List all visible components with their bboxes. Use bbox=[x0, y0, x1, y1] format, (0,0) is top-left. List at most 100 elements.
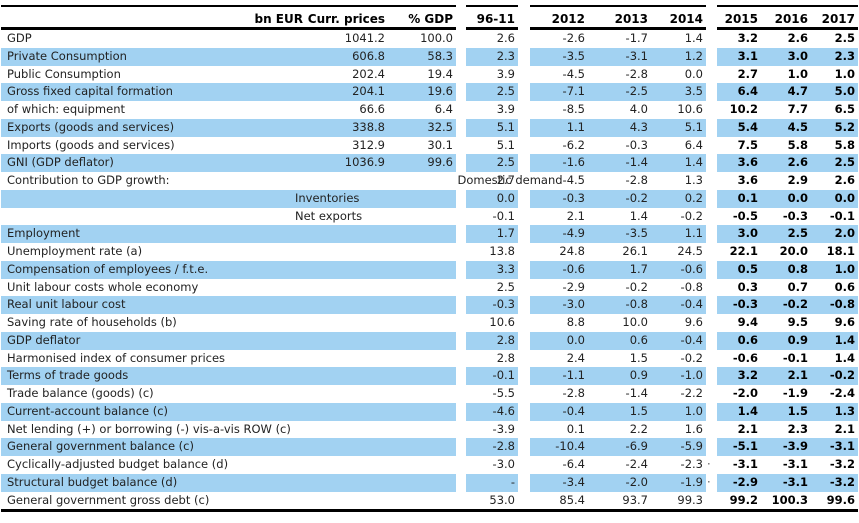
value-cell: -6.2 bbox=[562, 137, 585, 152]
value-cell: 1036.9 bbox=[307, 154, 388, 172]
value-cell: 5.1 bbox=[496, 137, 515, 152]
value-cell: -3.2 bbox=[811, 473, 858, 492]
row-label: GNI (GDP deflator) bbox=[1, 154, 307, 172]
value-cell: -3.0 bbox=[530, 296, 588, 314]
table-row: Private Consumption 606.8 58.3 2.3 -3.5 -3.1 1… bbox=[1, 47, 858, 66]
row-label: Inventories bbox=[1, 189, 359, 208]
column-gap bbox=[456, 154, 466, 172]
value-cell: -3.2 bbox=[829, 457, 855, 471]
value-cell bbox=[307, 492, 388, 510]
value-cell: 2.6 bbox=[787, 31, 808, 45]
value-cell bbox=[307, 456, 388, 474]
value-cell bbox=[388, 225, 456, 243]
header-year-2016: 2016 bbox=[761, 5, 811, 30]
row-label: of which: equipment bbox=[7, 102, 126, 116]
value-cell: -1.6 bbox=[530, 154, 588, 172]
value-cell: 2.1 bbox=[761, 367, 811, 385]
value-cell: 100.3 bbox=[771, 492, 808, 507]
value-cell: 53.0 bbox=[489, 492, 515, 507]
column-gap bbox=[456, 279, 466, 297]
value-cell: -0.8 bbox=[811, 296, 858, 314]
row-label: Compensation of employees / f.t.e. bbox=[1, 260, 307, 279]
value-cell bbox=[388, 473, 456, 492]
row-label: Harmonised index of consumer prices bbox=[7, 350, 226, 365]
table-row: Real unit labour cost -0.3 -3.0 -0.8 -0.4 -0.… bbox=[1, 296, 858, 314]
value-cell bbox=[307, 243, 388, 261]
value-cell: 99.2 bbox=[729, 492, 758, 507]
value-cell: 2.3 bbox=[811, 47, 858, 66]
value-cell: 1.0 bbox=[787, 66, 808, 81]
value-cell: 1.0 bbox=[811, 260, 858, 279]
value-cell bbox=[307, 438, 388, 456]
value-cell: 2.7 bbox=[496, 173, 515, 187]
value-cell: 1.6 bbox=[684, 421, 703, 436]
value-cell bbox=[388, 492, 456, 510]
value-cell: 93.7 bbox=[622, 492, 648, 507]
column-gap bbox=[456, 118, 466, 137]
column-gap bbox=[456, 260, 466, 279]
header-gap bbox=[706, 5, 717, 30]
column-gap bbox=[706, 47, 717, 66]
value-cell: -0.3 bbox=[625, 137, 648, 152]
value-cell bbox=[388, 456, 456, 474]
column-gap bbox=[518, 83, 530, 101]
value-cell: 606.8 bbox=[307, 47, 388, 66]
value-cell bbox=[388, 189, 456, 208]
value-cell: 2.1 bbox=[566, 208, 585, 223]
column-gap bbox=[706, 260, 717, 279]
value-cell: -0.6 bbox=[732, 350, 758, 365]
header-year-2012: 2012 bbox=[530, 5, 588, 30]
value-cell: -4.6 bbox=[466, 402, 518, 421]
column-gap bbox=[706, 492, 717, 510]
column-gap bbox=[518, 456, 530, 474]
footnote-dot-marker: · bbox=[707, 457, 711, 471]
value-cell: -1.4 bbox=[625, 386, 648, 400]
header-year-2014: 2014 bbox=[651, 5, 706, 30]
column-gap bbox=[518, 189, 530, 208]
value-cell: 5.0 bbox=[811, 83, 858, 101]
value-cell bbox=[307, 260, 388, 279]
value-cell: 1.0 bbox=[651, 402, 706, 421]
row-label: Imports (goods and services) bbox=[7, 137, 175, 152]
column-gap bbox=[518, 66, 530, 84]
value-cell: 202.4 bbox=[352, 66, 385, 81]
table-row: Gross fixed capital formation 204.1 19.6 2.… bbox=[1, 83, 858, 101]
value-cell: 1.3 bbox=[684, 173, 703, 187]
value-cell: 10.0 bbox=[622, 315, 648, 329]
column-gap bbox=[518, 367, 530, 385]
value-cell: -2.9 bbox=[717, 473, 761, 492]
value-cell: -0.4 bbox=[530, 402, 588, 421]
value-cell: -5.5 bbox=[492, 386, 515, 400]
value-cell: 1.1 bbox=[651, 225, 706, 243]
column-gap bbox=[706, 421, 717, 439]
header-year-2015: 2015 bbox=[717, 5, 761, 30]
value-cell bbox=[388, 208, 456, 226]
column-gap bbox=[518, 421, 530, 439]
value-cell: 1.7 bbox=[588, 260, 651, 279]
header-avg-period: 96-11 bbox=[466, 5, 518, 30]
value-cell bbox=[307, 279, 388, 297]
column-gap bbox=[706, 402, 717, 421]
table-body: GDP 1041.2 100.0 2.6 -2.6 -1.7 1.4 3.2 2.6 2.5 Pri… bbox=[1, 30, 858, 509]
table-row: Trade balance (goods) (c) -5.5 -2.8 -1.4 -2.… bbox=[1, 385, 858, 403]
column-gap bbox=[706, 189, 717, 208]
value-cell: 22.1 bbox=[729, 244, 758, 258]
table-row: GDP 1041.2 100.0 2.6 -2.6 -1.7 1.4 3.2 2.6 2.5 bbox=[1, 30, 858, 48]
row-label: Trade balance (goods) (c) bbox=[7, 386, 154, 400]
column-gap bbox=[706, 279, 717, 297]
column-gap bbox=[518, 154, 530, 172]
value-cell: 2.5 bbox=[466, 154, 518, 172]
value-cell: 1.4 bbox=[717, 402, 761, 421]
column-gap bbox=[706, 137, 717, 155]
value-cell: 1.1 bbox=[530, 118, 588, 137]
value-cell: 2.3 bbox=[787, 421, 808, 436]
column-gap bbox=[518, 30, 530, 48]
value-cell: 2.1 bbox=[737, 421, 758, 436]
value-cell: 3.6 bbox=[737, 173, 758, 187]
column-gap bbox=[518, 385, 530, 403]
value-cell bbox=[388, 421, 456, 439]
value-cell: -0.2 bbox=[680, 208, 703, 223]
value-cell: 1.4 bbox=[811, 331, 858, 350]
column-gap bbox=[518, 473, 530, 492]
column-gap bbox=[518, 118, 530, 137]
